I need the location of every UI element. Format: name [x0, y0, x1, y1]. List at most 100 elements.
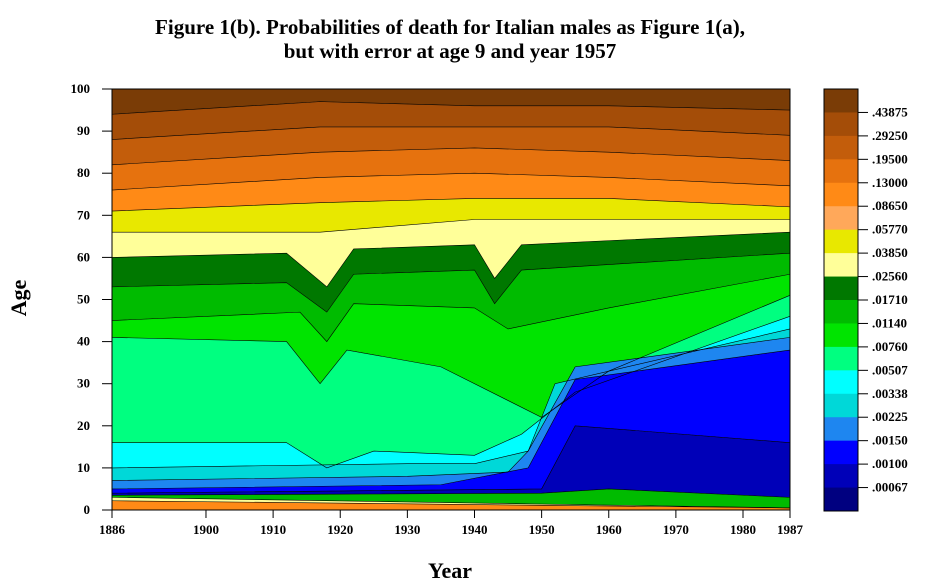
- y-tick-label: 40: [77, 334, 90, 349]
- x-tick-label: 1886: [99, 522, 126, 537]
- contour-band-17: [112, 488, 790, 508]
- legend-label: .19500: [872, 151, 908, 166]
- legend-label: .01140: [872, 315, 907, 330]
- x-tick-label: 1910: [260, 522, 286, 537]
- legend-label: .43875: [872, 104, 908, 119]
- contour-line-9: [111, 273, 791, 343]
- contour-band-14: [112, 337, 790, 489]
- y-axis-label: Age: [6, 279, 31, 316]
- contour-line-12: [111, 328, 791, 469]
- contour-band-11: [112, 295, 790, 468]
- legend-label: .03850: [872, 245, 908, 260]
- contour-band-1: [112, 89, 790, 115]
- legend-label: .00225: [872, 409, 908, 424]
- y-tick-label: 10: [77, 460, 90, 475]
- contour-band-7: [112, 219, 790, 287]
- contour-line-6: [112, 219, 790, 233]
- x-tick-label: 1900: [193, 522, 219, 537]
- contour-line-11: [112, 316, 791, 469]
- legend-label: .00760: [872, 339, 908, 354]
- legend-swatch: [824, 135, 858, 160]
- legend-swatch: [824, 229, 858, 254]
- y-axis: 0 10 20 30 40 50 60 70 80 90 100: [71, 81, 112, 517]
- contour-band-15: [112, 350, 790, 494]
- contour-line-17: [111, 497, 791, 509]
- legend-label: .29250: [872, 128, 908, 143]
- x-tick-label: 1920: [327, 522, 353, 537]
- legend-swatch: [824, 276, 858, 301]
- chart-title-line2: but with error at age 9 and year 1957: [284, 39, 616, 63]
- legend-label: .02560: [872, 269, 908, 284]
- legend-label: .08650: [872, 198, 908, 213]
- legend-swatch: [824, 464, 858, 489]
- legend: .43875 .29250 .19500 .13000 .08650 .05770 .038…: [823, 88, 908, 512]
- contour-line-15: [111, 425, 791, 494]
- contour-line-7: [111, 231, 791, 288]
- contour-band-5: [112, 173, 790, 212]
- y-tick-label: 70: [77, 207, 90, 222]
- contour-band-8: [112, 232, 790, 313]
- x-axis-label: Year: [428, 558, 472, 583]
- contour-band-19: [112, 500, 790, 510]
- x-tick-label: 1960: [596, 522, 622, 537]
- legend-swatch: [824, 206, 858, 231]
- y-tick-label: 80: [77, 165, 90, 180]
- contour-band-6: [112, 198, 790, 233]
- legend-label: .00507: [872, 362, 908, 377]
- legend-label: .00100: [872, 456, 908, 471]
- x-tick-label: 1950: [529, 522, 555, 537]
- contour-line-1: [111, 101, 791, 115]
- y-tick-label: 90: [77, 123, 90, 138]
- contour-line-16: [111, 488, 791, 498]
- contour-band-10: [112, 274, 790, 418]
- plot-area: [112, 89, 790, 510]
- chart-title-line1: Figure 1(b). Probabilities of death for …: [155, 15, 745, 39]
- legend-label: .00150: [872, 433, 908, 448]
- y-tick-label: 100: [71, 81, 91, 96]
- y-tick-label: 20: [77, 418, 90, 433]
- contour-band-16: [112, 425, 790, 498]
- legend-swatch: [824, 182, 858, 207]
- x-tick-label: 1930: [394, 522, 420, 537]
- legend-swatch: [824, 159, 858, 184]
- legend-swatch: [824, 253, 858, 278]
- legend-swatch: [824, 112, 858, 137]
- legend-swatch: [824, 346, 858, 371]
- legend-swatch: [824, 440, 858, 465]
- x-axis: 1886 1900 1910 1920 1930 1940 1950 1960 1970 1980…: [99, 510, 804, 537]
- y-tick-label: 30: [77, 376, 90, 391]
- legend-label: .00067: [872, 480, 908, 495]
- legend-swatch: [824, 417, 858, 442]
- legend-swatch: [824, 89, 858, 113]
- legend-swatch: [824, 370, 858, 395]
- legend-label: .13000: [872, 175, 908, 190]
- contour-band-2: [112, 101, 790, 140]
- x-tick-label: 1987: [777, 522, 804, 537]
- legend-swatch: [824, 300, 858, 324]
- contour-band-3: [112, 126, 790, 165]
- legend-swatch: [824, 393, 858, 418]
- contour-line-3: [111, 147, 791, 166]
- legend-label: .00338: [872, 386, 908, 401]
- y-tick-label: 60: [77, 249, 90, 264]
- contour-line-18: [111, 500, 791, 509]
- y-tick-label: 50: [77, 292, 90, 307]
- contour-line-5: [111, 198, 791, 212]
- contour-lines: [111, 101, 791, 509]
- x-tick-label: 1980: [730, 522, 756, 537]
- y-tick-label: 0: [84, 502, 91, 517]
- x-tick-label: 1940: [461, 522, 487, 537]
- contour-line-13: [111, 337, 791, 481]
- legend-swatch: [824, 323, 858, 348]
- contour-band-12: [112, 316, 790, 468]
- contour-line-10: [111, 295, 791, 418]
- contour-line-2: [111, 126, 791, 140]
- contour-band-9: [112, 253, 790, 342]
- contour-line-4: [111, 172, 791, 191]
- contour-line-8: [111, 252, 791, 313]
- legend-swatch: [824, 487, 858, 512]
- x-tick-label: 1970: [663, 522, 689, 537]
- contour-line-14: [111, 349, 791, 490]
- legend-label: .01710: [872, 292, 908, 307]
